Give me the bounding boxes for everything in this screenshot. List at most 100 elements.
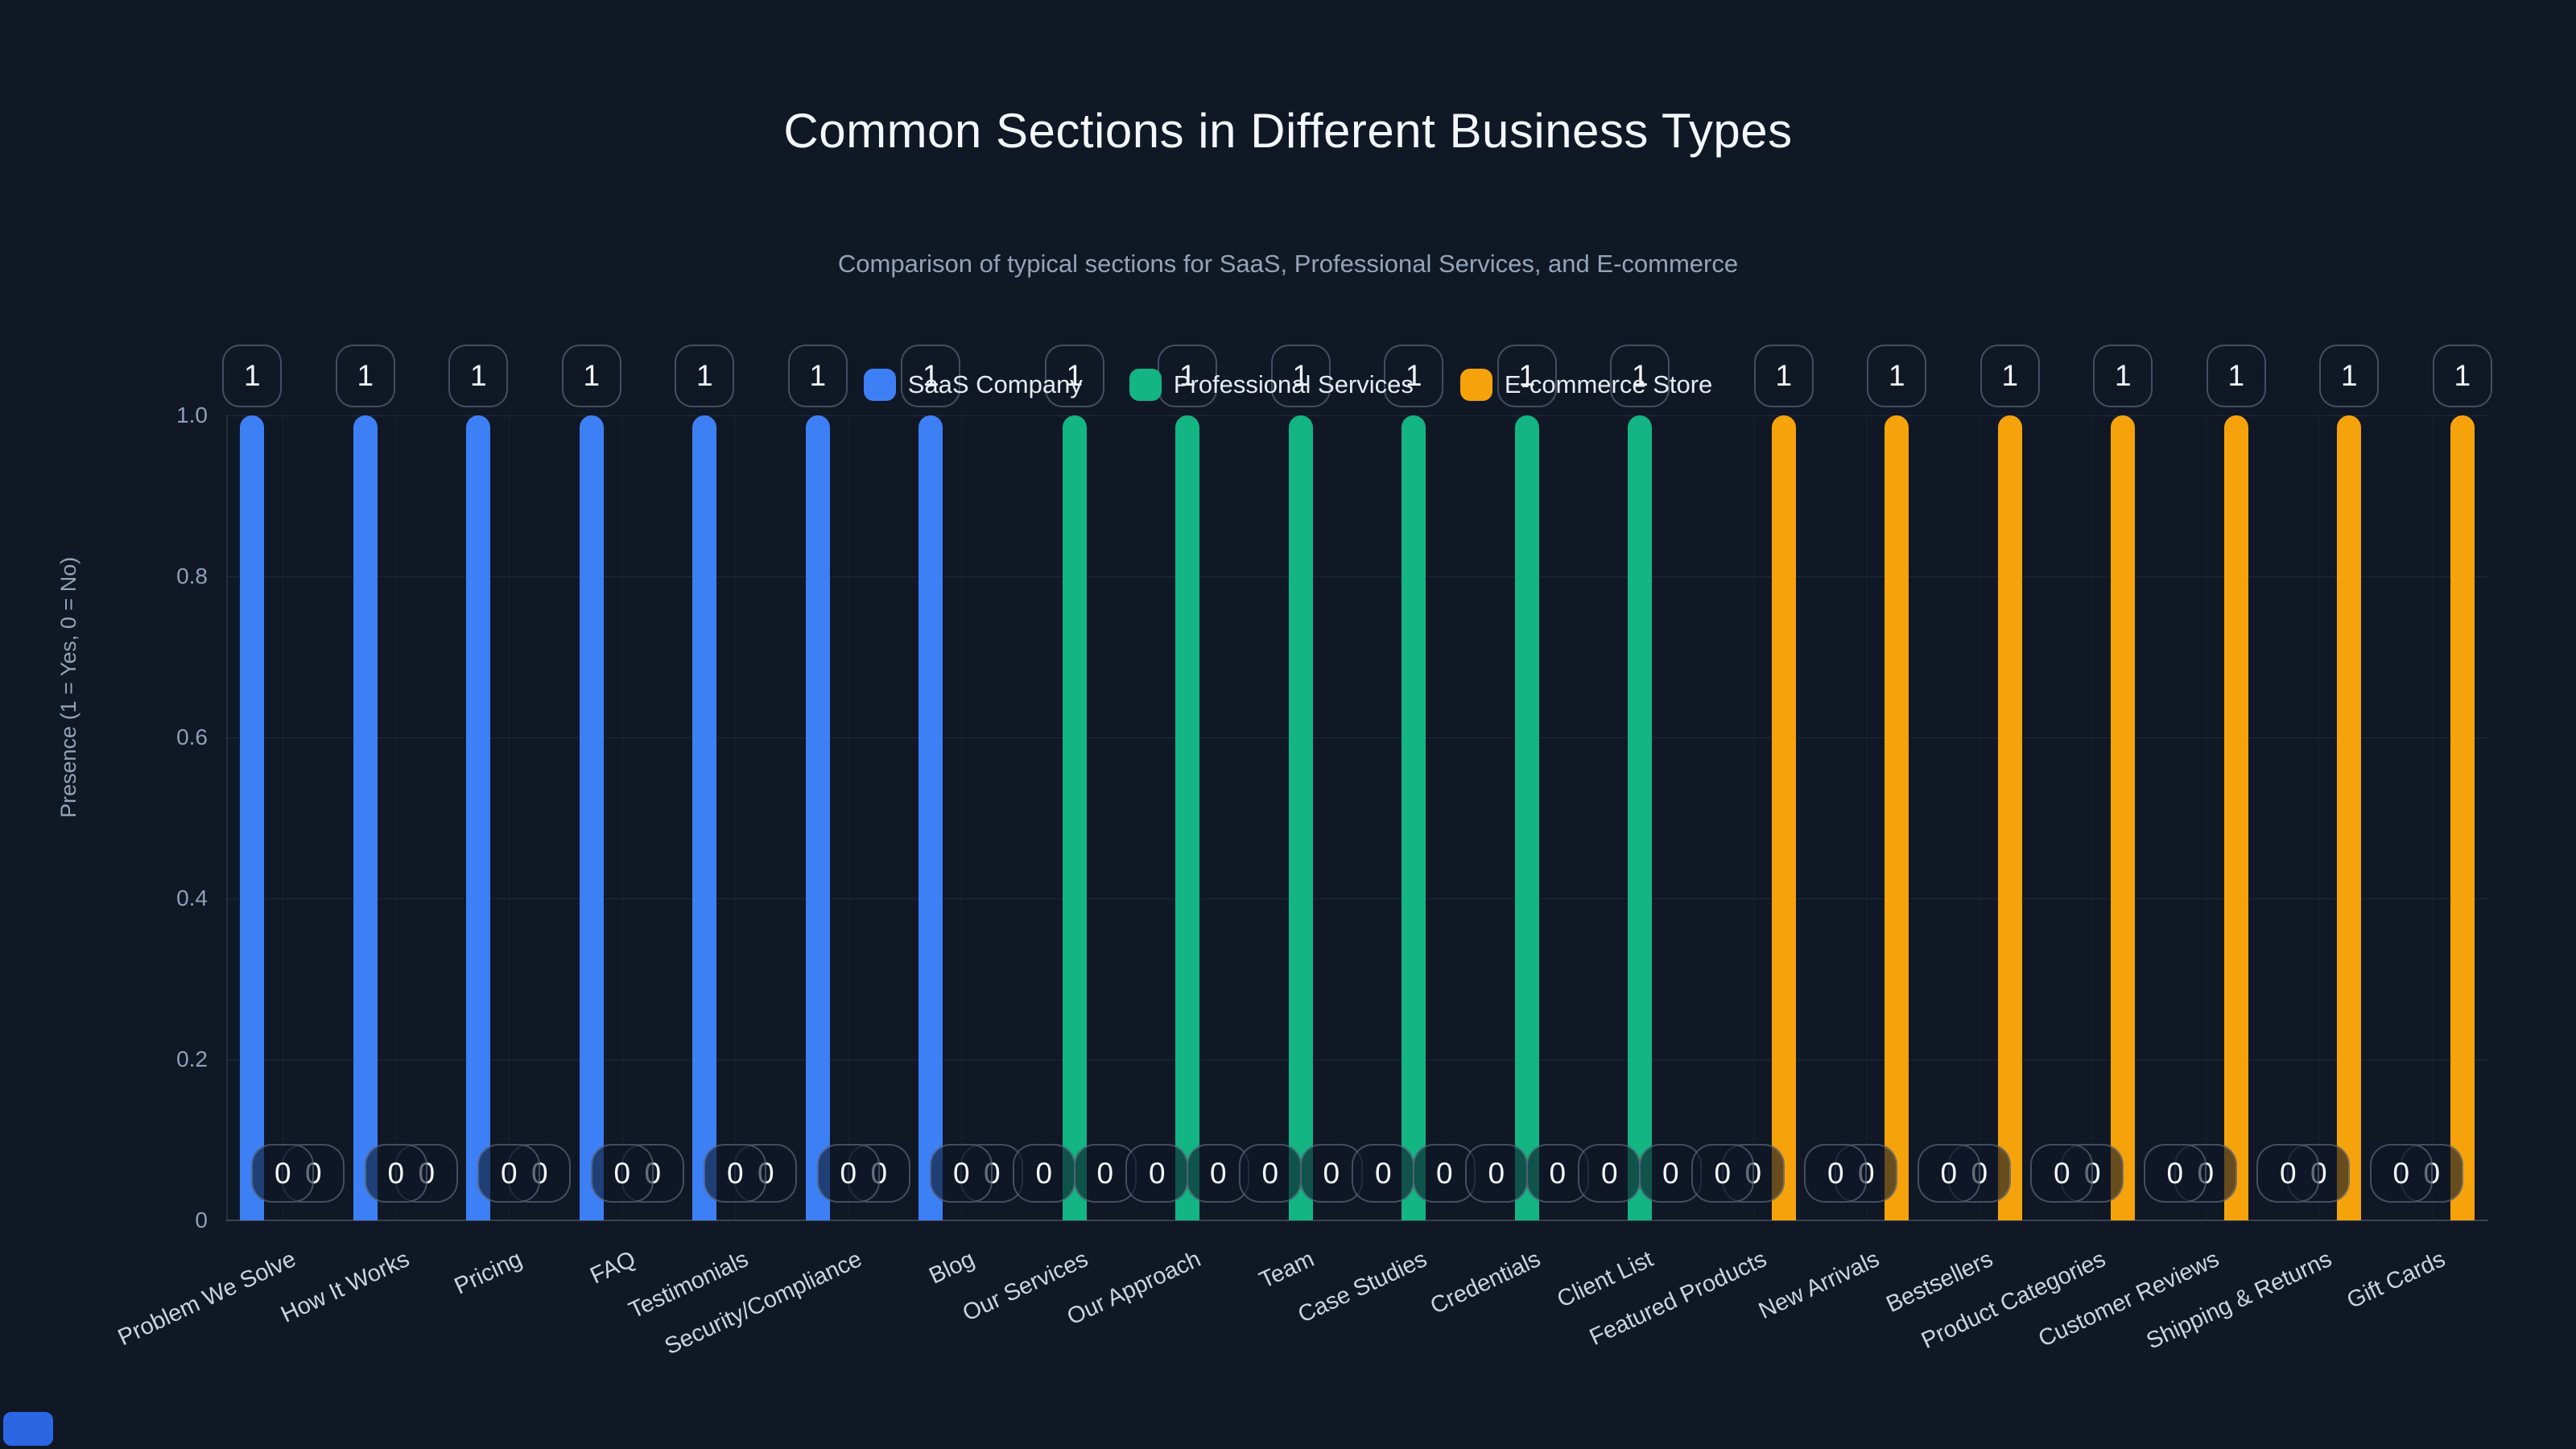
gridline-x: [621, 415, 623, 1220]
value-label-1-shipping-returns: 1: [2319, 345, 2380, 407]
value-label-1-gift-cards: 1: [2432, 345, 2492, 407]
gridline-x: [2318, 415, 2320, 1220]
gridline-x: [2205, 415, 2207, 1220]
value-label-1-case-studies: 1: [1384, 345, 1444, 407]
x-tick-team: Team: [1255, 1246, 1319, 1294]
legend-label: Professional Services: [1173, 370, 1414, 398]
value-label-0-team: 0: [1238, 1144, 1302, 1203]
value-label-0-product-categories: 0: [2030, 1144, 2094, 1203]
legend-item-e-commerce-store[interactable]: E-commerce Store: [1459, 369, 1713, 401]
y-tick-0.8: 0.8: [176, 564, 208, 588]
bar-e-commerce-store-gift-cards: [2450, 415, 2475, 1220]
gridline-x: [2431, 415, 2433, 1220]
value-label-1-product-categories: 1: [2093, 345, 2153, 407]
bar-professional-services-team: [1288, 415, 1313, 1220]
value-label-1-our-services: 1: [1044, 345, 1104, 407]
legend: SaaS Company Professional Services E-comme…: [0, 369, 2576, 401]
bar-e-commerce-store-product-categories: [2111, 415, 2136, 1220]
bar-saas-company-pricing: [466, 415, 491, 1220]
chart-subtitle: Comparison of typical sections for SaaS,…: [837, 250, 1739, 278]
bar-professional-services-credentials: [1514, 415, 1539, 1220]
value-label-0-new-arrivals: 0: [1804, 1144, 1868, 1203]
x-tick-credentials: Credentials: [1426, 1246, 1545, 1319]
y-tick-0.2: 0.2: [176, 1046, 208, 1071]
bar-saas-company-blog: [919, 415, 943, 1220]
gridline-x: [1866, 415, 1868, 1220]
value-label-0-credentials: 0: [1464, 1144, 1528, 1203]
x-tick-how-it-works: How It Works: [276, 1246, 414, 1328]
x-tick-shipping-returns: Shipping & Returns: [2142, 1246, 2336, 1355]
gridline-x: [2092, 415, 2094, 1220]
value-label-1-faq: 1: [561, 345, 621, 407]
gridline-y-1.0: [226, 415, 2488, 416]
bar-saas-company-faq: [579, 415, 604, 1220]
y-tick-0.6: 0.6: [176, 724, 208, 749]
value-label-0-our-approach: 0: [1125, 1144, 1189, 1203]
x-tick-faq: FAQ: [586, 1246, 640, 1290]
value-label-0-our-services: 0: [1012, 1144, 1075, 1203]
y-tick-0: 0: [195, 1208, 208, 1232]
x-tick-case-studies: Case Studies: [1294, 1246, 1431, 1328]
value-label-1-security-compliance: 1: [787, 345, 848, 407]
gridline-y-0.8: [226, 576, 2488, 577]
legend-swatch-icon: [1129, 369, 1162, 401]
bar-professional-services-case-studies: [1402, 415, 1426, 1220]
value-label-0-problem-we-solve: 0: [251, 1144, 315, 1203]
corner-accent: [3, 1412, 53, 1446]
legend-item-professional-services[interactable]: Professional Services: [1129, 369, 1414, 401]
legend-label: E-commerce Store: [1504, 370, 1713, 398]
y-tick-0.4: 0.4: [176, 886, 208, 910]
legend-swatch-icon: [1459, 369, 1492, 401]
gridline-x: [1752, 415, 1754, 1220]
value-label-0-bestsellers: 0: [1917, 1144, 1980, 1203]
bar-saas-company-testimonials: [692, 415, 717, 1220]
bar-saas-company-security-compliance: [805, 415, 830, 1220]
value-label-0-how-it-works: 0: [364, 1144, 427, 1203]
value-label-0-faq: 0: [590, 1144, 654, 1203]
value-label-0-blog: 0: [930, 1144, 993, 1203]
value-label-1-problem-we-solve: 1: [222, 345, 283, 407]
x-tick-pricing: Pricing: [450, 1246, 526, 1300]
gridline-y-0: [226, 1220, 2488, 1221]
gridline-y-0.2: [226, 1059, 2488, 1060]
bar-e-commerce-store-customer-reviews: [2223, 415, 2248, 1220]
y-tick-1.0: 1.0: [176, 402, 208, 427]
value-label-1-client-list: 1: [1610, 345, 1670, 407]
x-tick-gift-cards: Gift Cards: [2343, 1246, 2450, 1315]
value-label-1-new-arrivals: 1: [1867, 345, 1927, 407]
value-label-0-client-list: 0: [1578, 1144, 1641, 1203]
gridline-y-0.6: [226, 737, 2488, 738]
gridline-y-0.4: [226, 898, 2488, 899]
value-label-1-how-it-works: 1: [335, 345, 395, 407]
value-label-1-customer-reviews: 1: [2206, 345, 2266, 407]
value-label-1-bestsellers: 1: [1979, 345, 2040, 407]
bar-e-commerce-store-new-arrivals: [1885, 415, 1909, 1220]
x-tick-product-categories: Product Categories: [1918, 1246, 2110, 1354]
bar-e-commerce-store-shipping-returns: [2337, 415, 2362, 1220]
value-label-1-team: 1: [1270, 345, 1331, 407]
bar-e-commerce-store-bestsellers: [1997, 415, 2022, 1220]
value-label-1-pricing: 1: [448, 345, 509, 407]
value-label-0-gift-cards: 0: [2369, 1144, 2433, 1203]
gridline-x: [961, 415, 963, 1220]
bar-saas-company-how-it-works: [353, 415, 378, 1220]
bar-e-commerce-store-featured-products: [1771, 415, 1796, 1220]
bar-professional-services-our-approach: [1175, 415, 1200, 1220]
gridline-x: [735, 415, 737, 1220]
gridline-x: [509, 415, 510, 1220]
legend-swatch-icon: [863, 369, 896, 401]
value-label-1-testimonials: 1: [675, 345, 735, 407]
value-label-0-shipping-returns: 0: [2256, 1144, 2320, 1203]
x-tick-problem-we-solve: Problem We Solve: [114, 1246, 300, 1352]
value-label-0-testimonials: 0: [704, 1144, 767, 1203]
value-label-1-featured-products: 1: [1753, 345, 1814, 407]
x-tick-new-arrivals: New Arrivals: [1755, 1246, 1884, 1325]
bar-professional-services-our-services: [1062, 415, 1087, 1220]
legend-item-saas-company[interactable]: SaaS Company: [863, 369, 1083, 401]
x-tick-blog: Blog: [925, 1246, 979, 1290]
value-label-0-pricing: 0: [477, 1144, 541, 1203]
value-label-0-featured-products: 0: [1690, 1144, 1754, 1203]
y-axis-line: [226, 415, 228, 1220]
